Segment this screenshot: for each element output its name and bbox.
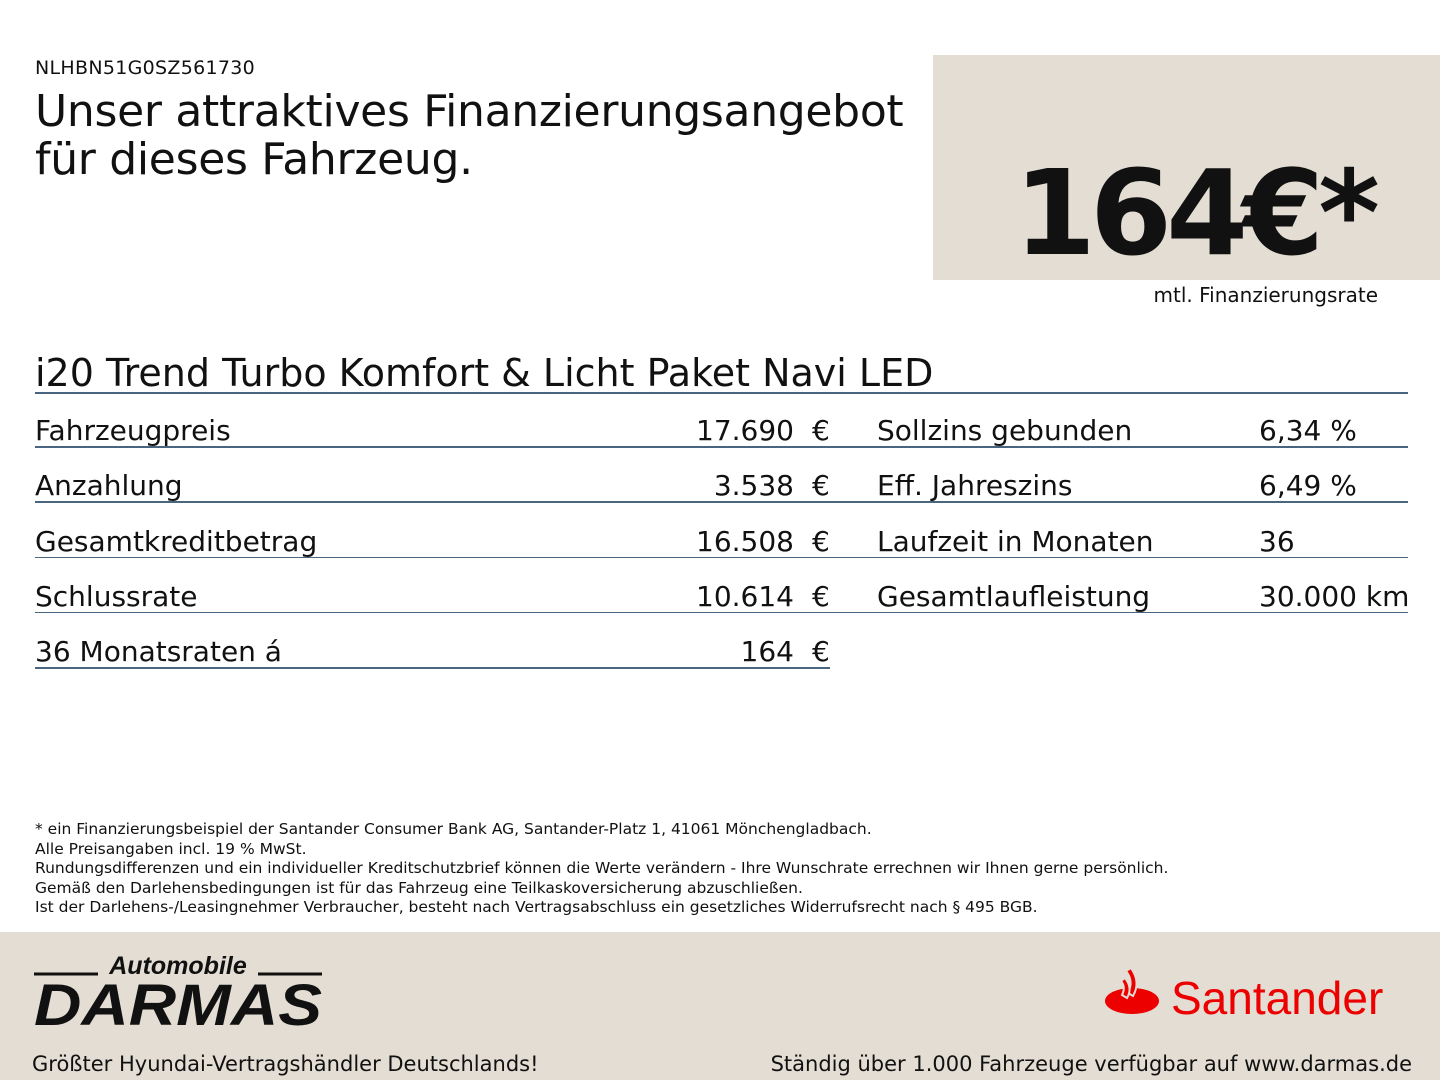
row-divider bbox=[35, 556, 1408, 559]
row-value: 16.508 bbox=[696, 524, 794, 558]
price-box: 164€* mtl. Finanzierungsrate bbox=[933, 55, 1440, 307]
darmas-logo: Automobile DARMAS bbox=[34, 952, 322, 1032]
row-label: Schlussrate bbox=[35, 579, 198, 613]
row-value: 36 bbox=[1259, 524, 1295, 558]
row-unit: € bbox=[812, 579, 830, 613]
monthly-rate: 164€* bbox=[1013, 144, 1380, 282]
row-value: 6,34 % bbox=[1259, 414, 1357, 447]
footnote: Alle Preisangaben incl. 19 % MwSt. bbox=[35, 839, 307, 858]
headline-line: für dieses Fahrzeug. bbox=[35, 134, 473, 185]
row-value: 6,49 % bbox=[1259, 469, 1357, 503]
headline: Unser attraktives Finanzierungsangebot f… bbox=[35, 86, 904, 185]
footer: Automobile DARMAS Santander Größter Hyun… bbox=[0, 932, 1440, 1080]
model-title: i20 Trend Turbo Komfort & Licht Paket Na… bbox=[35, 351, 934, 395]
row-label: Eff. Jahreszins bbox=[877, 469, 1073, 503]
row-label: Laufzeit in Monaten bbox=[877, 524, 1154, 558]
row-divider bbox=[35, 667, 830, 669]
row-value: 164 bbox=[740, 635, 794, 669]
row-label: Anzahlung bbox=[35, 469, 183, 503]
row-unit: € bbox=[812, 469, 830, 503]
row-divider bbox=[35, 446, 1408, 448]
row-label: Gesamtkreditbetrag bbox=[35, 524, 318, 558]
row-label: Gesamtlaufleistung bbox=[877, 579, 1151, 613]
row-unit: € bbox=[812, 414, 830, 447]
santander-logo: Santander bbox=[1105, 966, 1383, 1022]
row-label: Fahrzeugpreis bbox=[35, 414, 231, 447]
dealer-tagline: Größter Hyundai-Vertragshändler Deutschl… bbox=[32, 1052, 539, 1076]
footnotes: * ein Finanzierungsbeispiel der Santande… bbox=[35, 820, 1168, 918]
footnote: Gemäß den Darlehensbedingungen ist für d… bbox=[35, 878, 803, 897]
row-label: Sollzins gebunden bbox=[877, 414, 1133, 447]
footnote: Ist der Darlehens-/Leasingnehmer Verbrau… bbox=[35, 898, 1038, 916]
svg-text:Automobile: Automobile bbox=[108, 952, 247, 980]
row-label: 36 Monatsraten á bbox=[35, 635, 282, 669]
divider bbox=[35, 392, 1408, 394]
stock-tagline: Ständig über 1.000 Fahrzeuge verfügbar a… bbox=[770, 1052, 1412, 1076]
row-value: 30.000 km bbox=[1259, 579, 1410, 613]
footnote: * ein Finanzierungsbeispiel der Santande… bbox=[35, 820, 872, 838]
row-divider bbox=[35, 611, 1408, 614]
headline-line: Unser attraktives Finanzierungsangebot bbox=[35, 86, 904, 137]
monthly-rate-label: mtl. Finanzierungsrate bbox=[1153, 283, 1378, 307]
vin: NLHBN51G0SZ561730 bbox=[35, 57, 256, 79]
row-unit: € bbox=[812, 635, 830, 669]
footnote: Rundungsdifferenzen und ein individuelle… bbox=[35, 859, 1169, 877]
row-unit: € bbox=[812, 524, 830, 558]
row-value: 17.690 bbox=[696, 414, 794, 447]
row-value: 10.614 bbox=[696, 579, 794, 613]
svg-text:Santander: Santander bbox=[1171, 972, 1383, 1022]
row-value: 3.538 bbox=[713, 469, 794, 503]
row-divider bbox=[35, 501, 1408, 503]
svg-text:DARMAS: DARMAS bbox=[34, 973, 322, 1032]
